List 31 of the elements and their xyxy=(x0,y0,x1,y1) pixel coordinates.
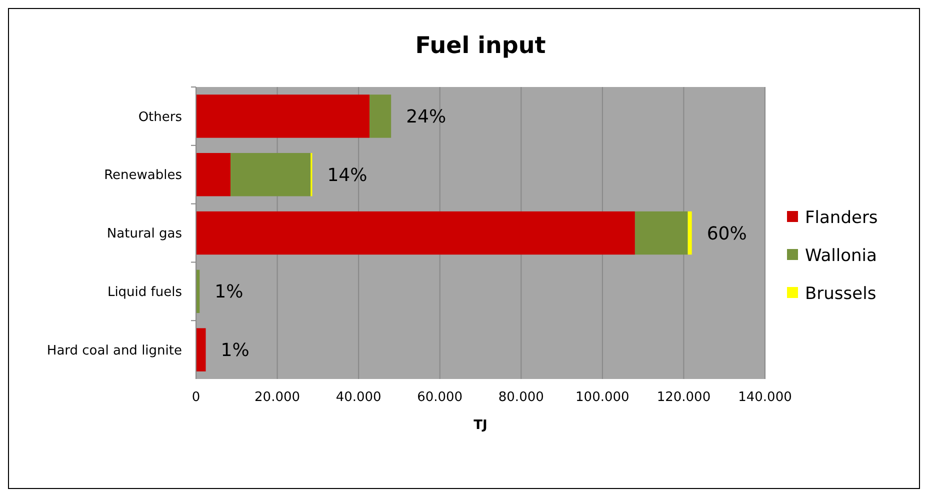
bar xyxy=(370,94,392,138)
x-axis-title: TJ xyxy=(474,418,488,433)
legend-label: Brussels xyxy=(805,284,876,304)
bar xyxy=(688,211,692,255)
bar xyxy=(196,152,231,196)
x-tick-label: 120.000 xyxy=(656,390,711,405)
annotation: 60% xyxy=(706,223,747,244)
bar xyxy=(230,152,311,196)
annotation: 1% xyxy=(214,282,244,303)
annotation: 1% xyxy=(220,340,250,362)
y-tick-label: Hard coal and lignite xyxy=(46,343,182,358)
x-tick-label: 40.000 xyxy=(336,390,382,405)
x-tick-label: 140.000 xyxy=(738,390,792,405)
bar xyxy=(196,328,206,372)
y-tick-label: Liquid fuels xyxy=(107,284,182,300)
legend-label: Wallonia xyxy=(805,246,877,266)
bar xyxy=(634,211,688,255)
annotation: 24% xyxy=(406,106,446,128)
bar xyxy=(196,94,370,138)
x-tick-label: 100.000 xyxy=(576,390,630,405)
x-tick-label: 20.000 xyxy=(254,390,300,405)
annotation: 14% xyxy=(327,164,368,186)
bar xyxy=(196,211,635,255)
x-tick-label: 60.000 xyxy=(417,390,463,405)
y-tick-label: Natural gas xyxy=(106,226,182,242)
chart-title: Fuel input xyxy=(415,33,546,59)
legend-label: Flanders xyxy=(805,208,878,228)
y-tick-label: Renewables xyxy=(104,168,182,184)
x-tick-label: 0 xyxy=(192,390,200,405)
x-tick-label: 80.000 xyxy=(498,390,544,405)
y-tick-label: Others xyxy=(138,110,182,125)
